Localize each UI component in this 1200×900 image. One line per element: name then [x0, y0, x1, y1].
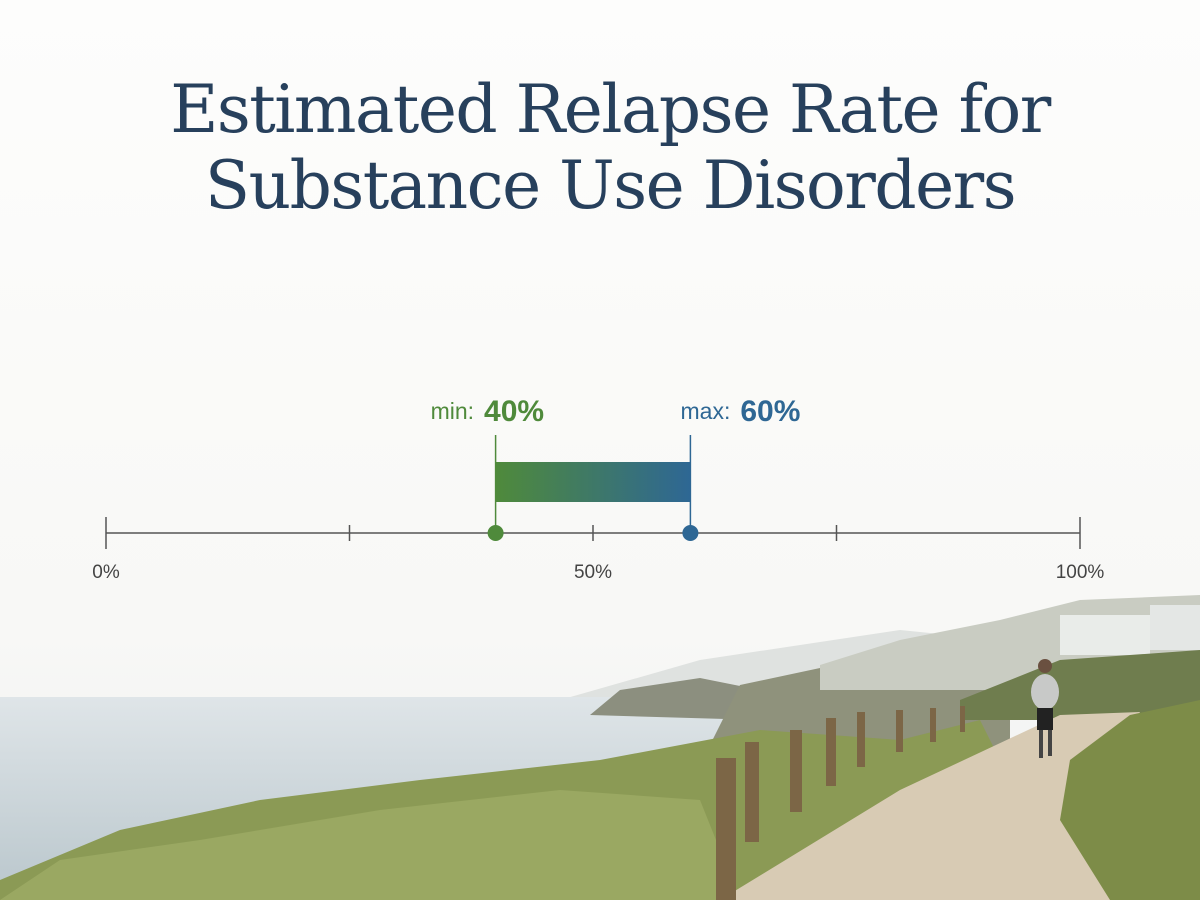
value-label: 40% [484, 395, 544, 428]
value-label: 60% [740, 395, 800, 428]
x-tick-label: 100% [1056, 562, 1105, 583]
chart-title: Estimated Relapse Rate for Substance Use… [170, 71, 1051, 224]
range-label-name: max: [681, 398, 731, 424]
range-label: min: 40% [431, 395, 544, 428]
x-tick-label: 50% [574, 562, 612, 583]
range-dot [682, 525, 699, 541]
x-tick-label: 0% [92, 562, 120, 583]
range-bar [495, 462, 691, 502]
range-label-name: min: [431, 398, 474, 424]
range-label: max: 60% [681, 395, 801, 428]
range-dot [487, 525, 504, 541]
